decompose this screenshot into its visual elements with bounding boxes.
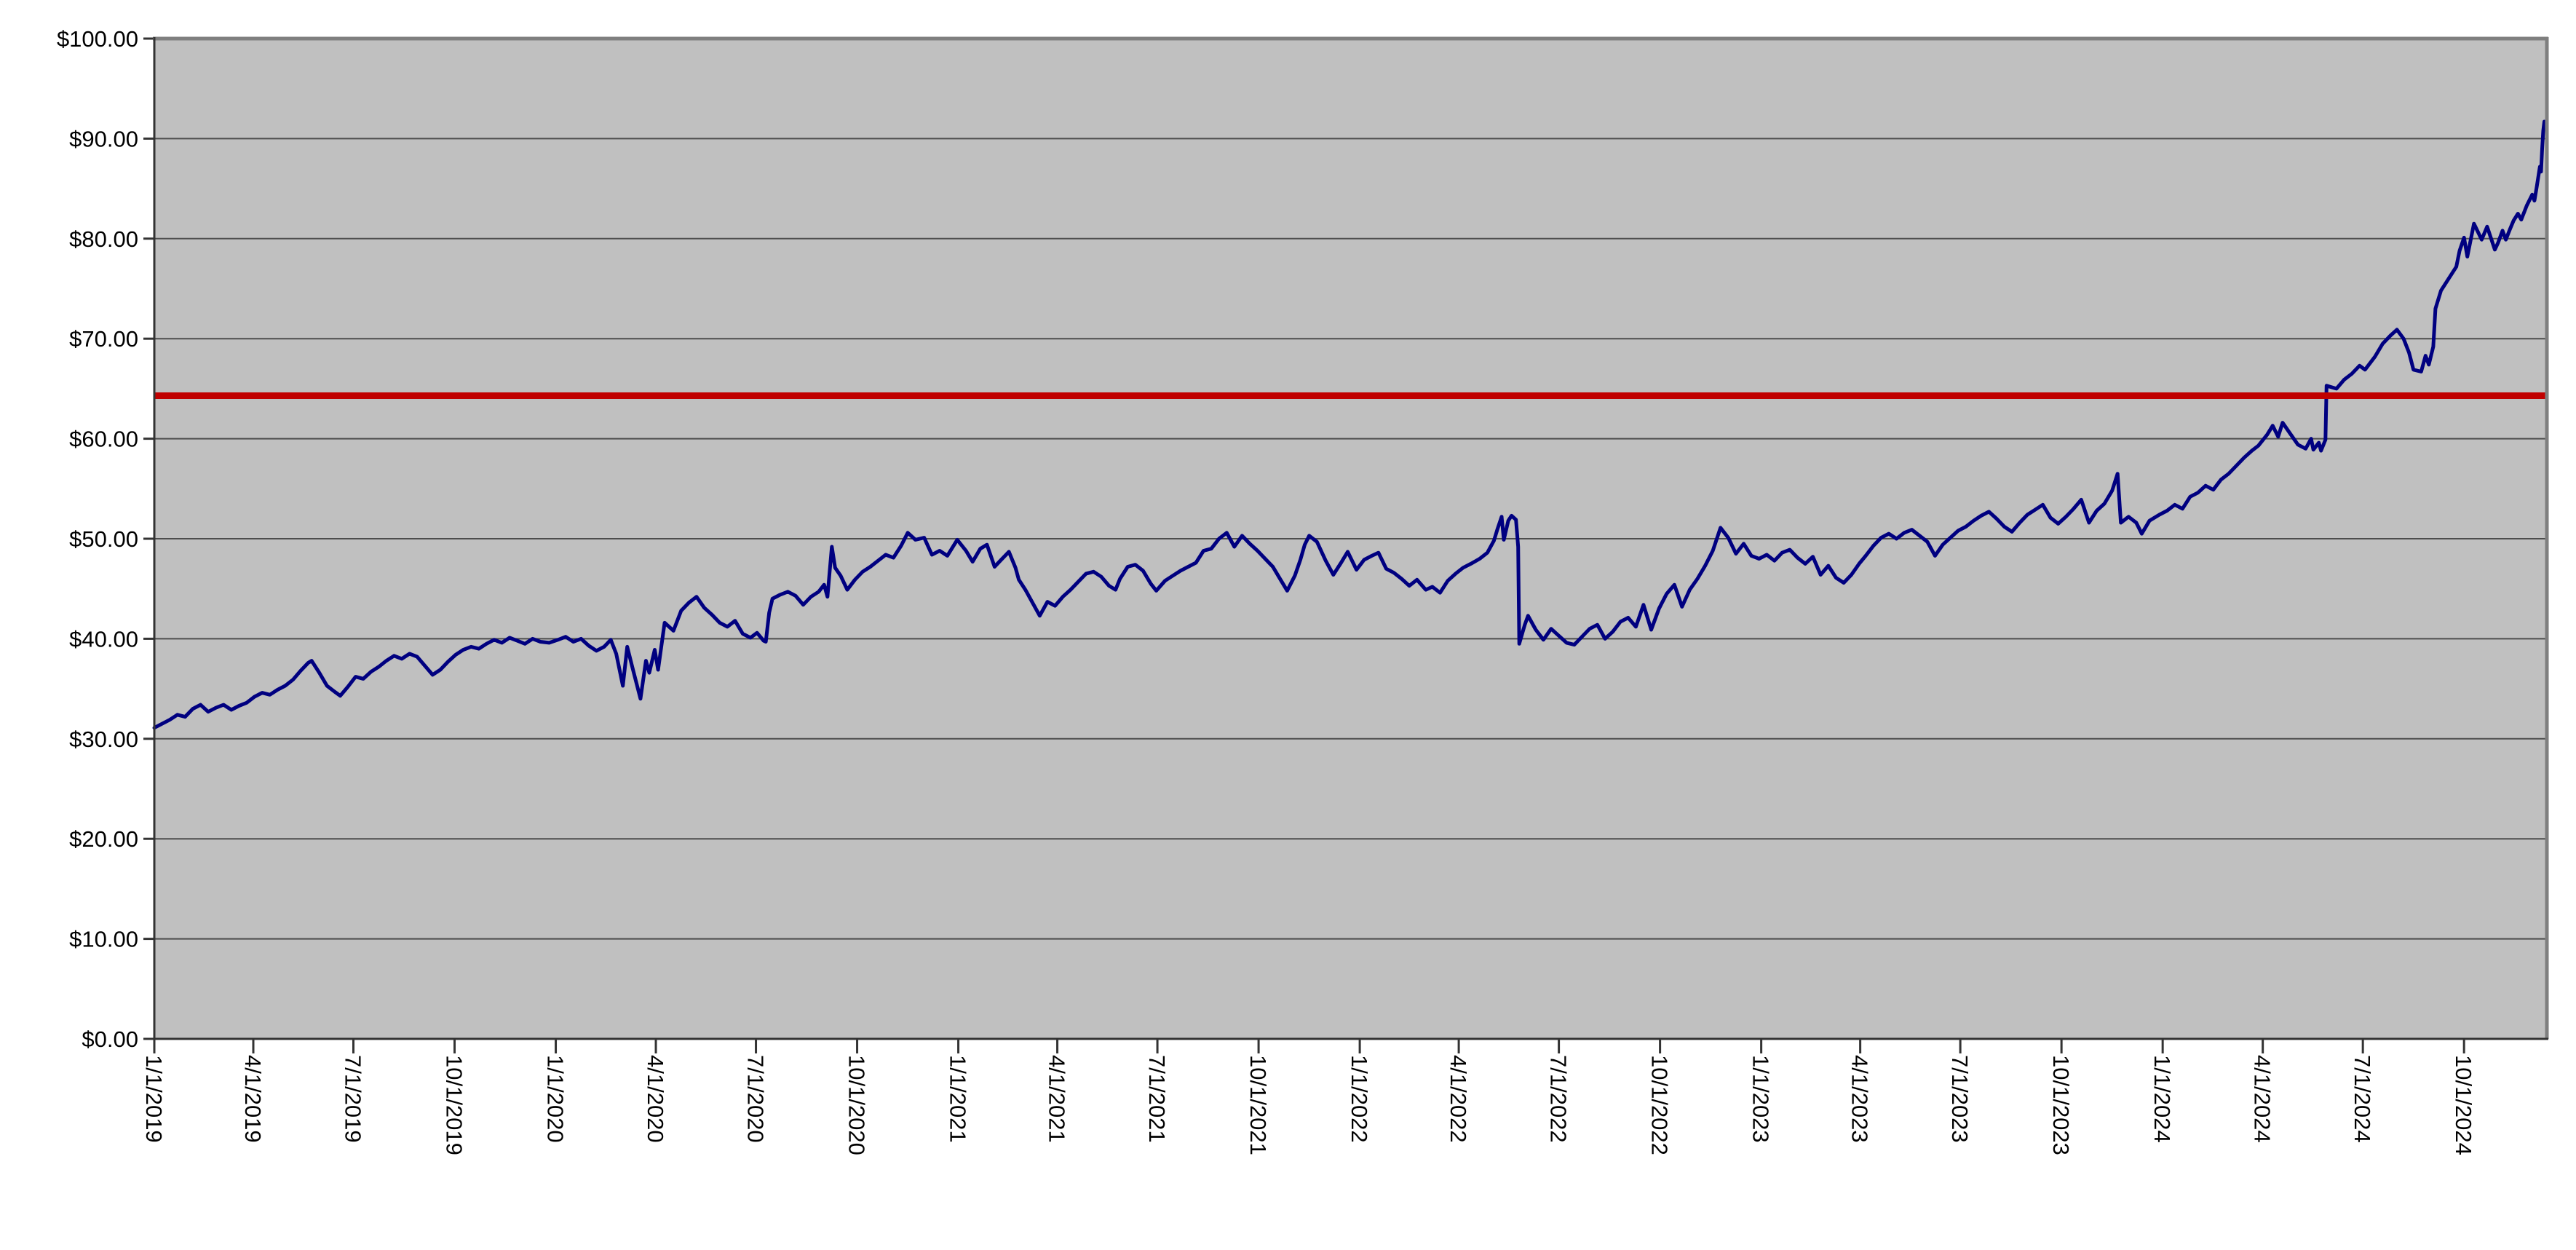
x-axis-tick-label: 7/1/2019 xyxy=(340,1055,365,1143)
y-axis-tick-label: $60.00 xyxy=(69,427,138,452)
y-axis-tick-label: $30.00 xyxy=(69,727,138,752)
x-axis-tick-label: 7/1/2021 xyxy=(1144,1055,1170,1143)
x-axis-tick-label: 1/1/2020 xyxy=(543,1055,568,1143)
y-axis-tick-label: $50.00 xyxy=(69,526,138,552)
y-axis-tick-label: $70.00 xyxy=(69,326,138,352)
x-axis-tick-label: 1/1/2024 xyxy=(2149,1055,2175,1143)
x-axis-tick-label: 7/1/2020 xyxy=(743,1055,769,1143)
x-axis-tick-label: 7/1/2023 xyxy=(1947,1055,1973,1143)
x-axis-tick-label: 1/1/2022 xyxy=(1347,1055,1372,1143)
x-axis-tick-label: 4/1/2019 xyxy=(240,1055,266,1143)
x-axis-tick-label: 4/1/2021 xyxy=(1045,1055,1070,1143)
y-axis-tick-label: $10.00 xyxy=(69,927,138,952)
y-axis-tick-label: $20.00 xyxy=(69,826,138,852)
y-axis-tick-label: $40.00 xyxy=(69,626,138,652)
y-axis-tick-label: $100.00 xyxy=(57,26,138,52)
x-axis-tick-label: 7/1/2022 xyxy=(1546,1055,1572,1143)
x-axis-tick-label: 10/1/2022 xyxy=(1647,1055,1673,1155)
x-axis-tick-label: 4/1/2022 xyxy=(1446,1055,1471,1143)
y-axis-tick-label: $80.00 xyxy=(69,226,138,252)
x-axis-tick-label: 10/1/2024 xyxy=(2451,1055,2476,1155)
y-axis-tick-label: $90.00 xyxy=(69,126,138,151)
x-axis-tick-label: 10/1/2019 xyxy=(442,1055,467,1155)
x-axis-tick-label: 4/1/2020 xyxy=(643,1055,668,1143)
y-axis-tick-label: $0.00 xyxy=(82,1026,138,1052)
price-series-line xyxy=(152,119,2546,730)
x-axis-tick-label: 1/1/2023 xyxy=(1748,1055,1774,1143)
x-axis-tick-label: 1/1/2019 xyxy=(141,1055,167,1143)
x-axis-tick-label: 10/1/2023 xyxy=(2048,1055,2074,1155)
x-axis-tick-label: 10/1/2021 xyxy=(1245,1055,1271,1155)
x-axis-tick-label: 1/1/2021 xyxy=(946,1055,971,1143)
x-axis-tick-label: 4/1/2023 xyxy=(1847,1055,1873,1143)
x-axis-tick-label: 7/1/2024 xyxy=(2350,1055,2375,1143)
x-axis-tick-label: 4/1/2024 xyxy=(2250,1055,2275,1143)
x-axis-tick-label: 10/1/2020 xyxy=(844,1055,870,1155)
